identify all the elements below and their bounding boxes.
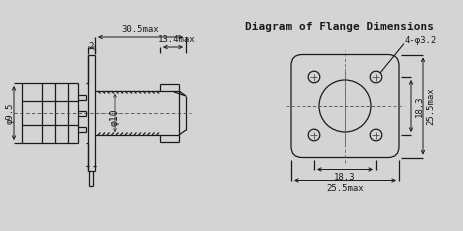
Text: φ9.5: φ9.5 <box>6 102 14 124</box>
Text: 18.3: 18.3 <box>413 95 423 117</box>
Text: 2: 2 <box>88 42 94 51</box>
Text: 4-φ3.2: 4-φ3.2 <box>404 36 436 45</box>
Text: 25.5max: 25.5max <box>425 87 435 125</box>
Text: 18.3: 18.3 <box>333 173 355 182</box>
Text: Diagram of Flange Dimensions: Diagram of Flange Dimensions <box>245 21 433 31</box>
Text: φ10: φ10 <box>110 108 120 126</box>
Text: 13.4max: 13.4max <box>158 35 195 44</box>
Text: 30.5max: 30.5max <box>121 24 159 33</box>
Text: 25.5max: 25.5max <box>325 184 363 193</box>
